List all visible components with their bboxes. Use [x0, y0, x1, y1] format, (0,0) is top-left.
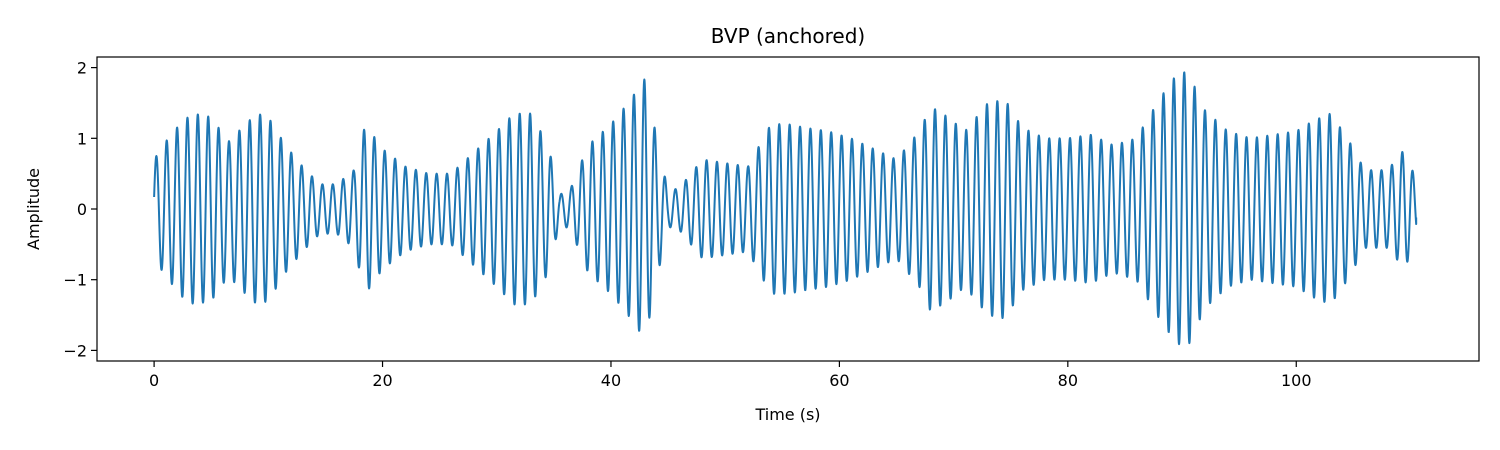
y-tick-label: −2: [63, 341, 87, 360]
x-tick-label: 20: [372, 371, 392, 390]
y-tick-label: 1: [77, 129, 87, 148]
chart-title: BVP (anchored): [711, 24, 865, 48]
bvp-series-line: [153, 71, 1418, 346]
x-tick-label: 80: [1058, 371, 1078, 390]
y-axis: −2 −1 0 1 2: [63, 59, 97, 360]
y-axis-label: Amplitude: [24, 168, 43, 250]
x-tick-label: 60: [829, 371, 849, 390]
y-tick-label: 0: [77, 200, 87, 219]
y-tick-label: −1: [63, 271, 87, 290]
x-axis-label: Time (s): [754, 405, 820, 424]
plot-area: [96, 56, 1480, 362]
x-tick-label: 100: [1281, 371, 1312, 390]
x-tick-label: 0: [149, 371, 159, 390]
y-tick-label: 2: [77, 59, 87, 78]
x-axis: 0 20 40 60 80 100: [149, 361, 1312, 390]
x-tick-label: 40: [601, 371, 621, 390]
